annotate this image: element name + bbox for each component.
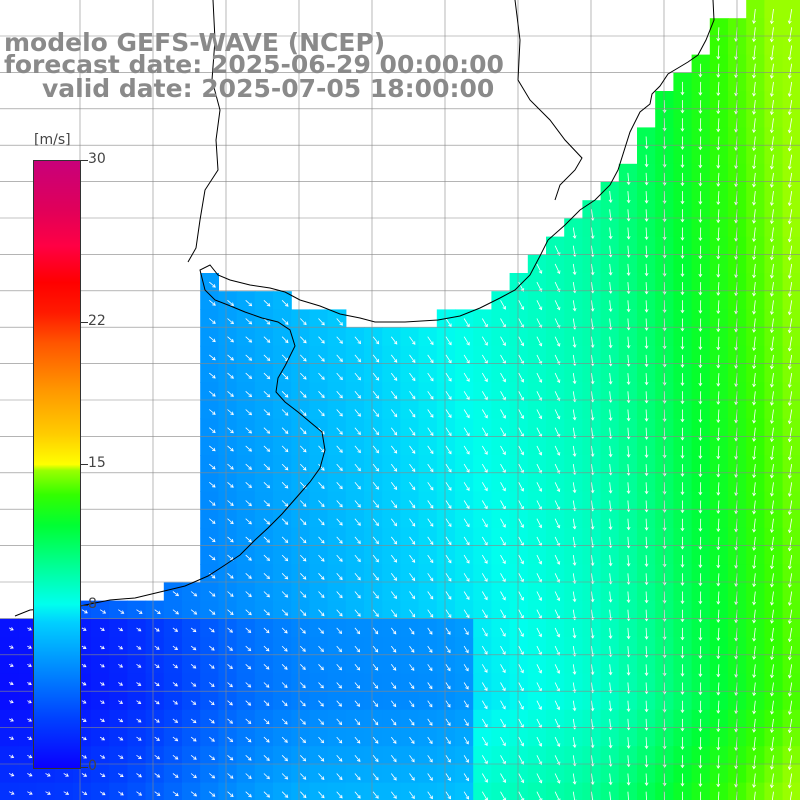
colorbar-tick xyxy=(80,463,88,465)
colorbar-tick xyxy=(80,160,88,161)
colorbar-tick-label: 22 xyxy=(88,312,106,329)
colorbar-tick-label: 30 xyxy=(88,151,106,167)
forecast-date: forecast date: 2025-06-29 00:00:00 xyxy=(4,50,504,79)
wind-arrows xyxy=(8,9,793,800)
coastline-interior xyxy=(187,0,583,263)
colorbar-tick-label: 8 xyxy=(88,596,97,613)
colorbar xyxy=(33,160,81,769)
colorbar-tick-label: 0 xyxy=(88,758,97,774)
colorbar-tick xyxy=(80,605,88,607)
model-title: modelo GEFS-WAVE (NCEP) xyxy=(4,28,386,57)
valid-date: valid date: 2025-07-05 18:00:00 xyxy=(42,74,495,103)
colorbar-unit: [m/s] xyxy=(34,132,71,148)
colorbar-tick xyxy=(80,321,88,323)
colorbar-tick xyxy=(80,767,88,768)
colorbar-tick-label: 15 xyxy=(88,454,106,471)
coastline xyxy=(14,0,715,617)
